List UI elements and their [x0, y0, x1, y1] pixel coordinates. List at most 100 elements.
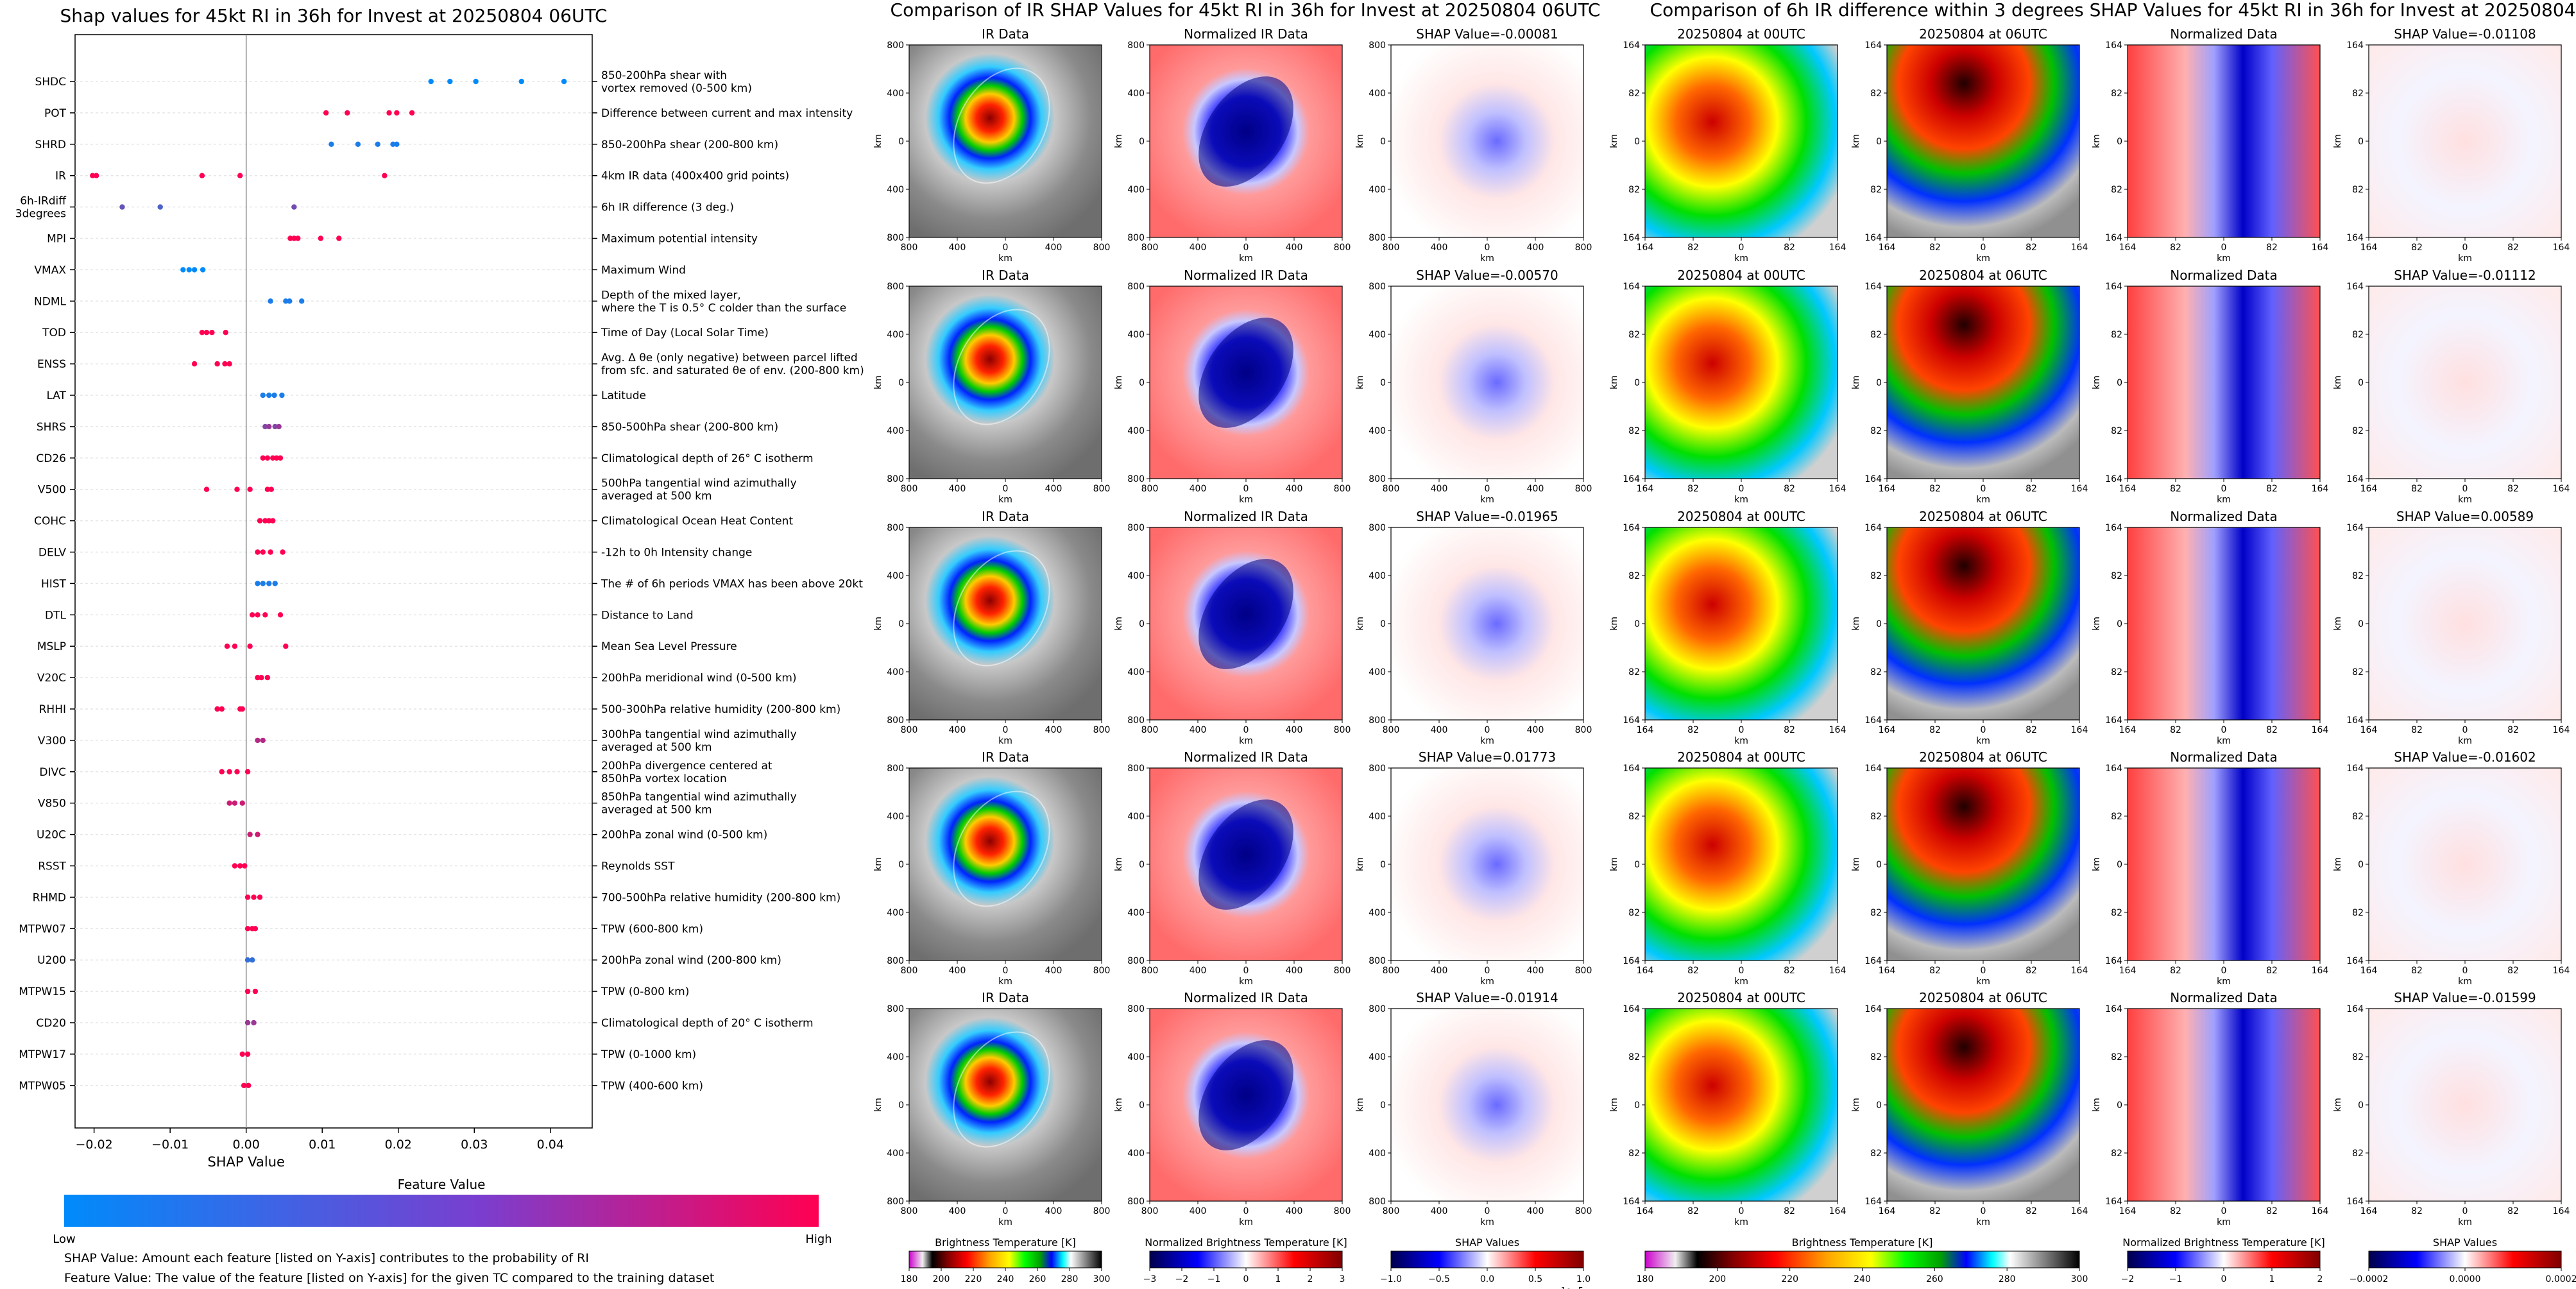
shap-point	[224, 644, 230, 649]
x-tick-label: 800	[1334, 243, 1351, 253]
colorbar-tick-label: 180	[901, 1274, 918, 1285]
feature-description: 700-500hPa relative humidity (200-800 km…	[601, 891, 840, 904]
x-axis-label: km	[2217, 736, 2231, 746]
x-tick-label: 164	[2360, 966, 2378, 976]
x-tick-label: 82	[1784, 484, 1795, 494]
x-tick-label: 0.00	[233, 1138, 260, 1152]
y-tick-label: 164	[2346, 1197, 2364, 1207]
ir-panel-title: Comparison of IR SHAP Values for 45kt RI…	[891, 0, 1601, 21]
colorbar-tick-label: 0	[2221, 1274, 2227, 1285]
x-tick-label: 82	[1929, 1206, 1941, 1216]
diff-normalized-image-title: Normalized Data	[2170, 990, 2278, 1005]
feature-description: Distance to Land	[601, 609, 694, 622]
shap-point	[255, 549, 260, 555]
colorbar-tick-label: −1.0	[1380, 1274, 1402, 1285]
feature-description: Avg. Δ θe (only negative) between parcel…	[601, 352, 858, 364]
diff-06utc-image	[1887, 45, 2079, 237]
feature-label: MPI	[47, 233, 66, 246]
y-tick-label: 82	[1628, 185, 1640, 195]
x-tick-label: 800	[1141, 966, 1159, 976]
x-tick-label: 82	[1687, 243, 1699, 253]
shap-point	[336, 235, 342, 241]
ir-shap-image	[1391, 527, 1583, 720]
y-tick-label: 400	[887, 330, 904, 340]
colorbar-tick-label: 0.0002	[2546, 1274, 2576, 1285]
x-tick-label: 0	[1739, 1206, 1744, 1216]
colorbar-tick-label: 280	[1061, 1274, 1079, 1285]
x-tick-label: 164	[2553, 484, 2570, 494]
y-tick-label: 164	[2346, 1004, 2364, 1014]
y-tick-label: 82	[1628, 571, 1640, 581]
feature-label: 3degrees	[15, 208, 66, 221]
x-tick-label: 0	[2462, 966, 2468, 976]
x-tick-label: 400	[1527, 484, 1544, 494]
x-tick-label: 82	[2411, 484, 2423, 494]
y-tick-label: 164	[2105, 523, 2122, 533]
x-tick-label: 82	[2507, 966, 2519, 976]
shap-point	[241, 1082, 247, 1089]
feature-description: averaged at 500 km	[601, 741, 712, 754]
diff-06utc-image-title: 20250804 at 06UTC	[1919, 268, 2047, 283]
y-tick-label: 0	[1139, 860, 1145, 870]
note-feature-value: Feature Value: The value of the feature …	[64, 1271, 714, 1285]
normalized-ir-image-core	[1198, 559, 1293, 669]
shap-point	[260, 581, 266, 586]
shap-point	[473, 78, 479, 85]
x-axis-label: km	[1239, 977, 1253, 987]
x-tick-label: 800	[1141, 1206, 1159, 1216]
normalized-ir-image-title: Normalized IR Data	[1184, 26, 1308, 42]
y-tick-label: 82	[1628, 1148, 1640, 1159]
y-axis-label: km	[1609, 375, 1619, 389]
shap-point	[262, 423, 268, 430]
diff-shap-image-title: SHAP Value=0.00589	[2396, 509, 2534, 524]
shap-point	[447, 78, 453, 85]
x-tick-label: 0	[1739, 966, 1744, 976]
shap-point	[262, 612, 268, 618]
x-tick-label: 164	[2312, 725, 2329, 735]
y-axis-label: km	[2333, 617, 2343, 631]
y-tick-label: 400	[887, 89, 904, 99]
feature-description: 200hPa meridional wind (0-500 km)	[601, 672, 797, 685]
y-axis-label: km	[1851, 134, 1861, 148]
x-tick-label: 164	[1879, 484, 1896, 494]
y-tick-label: 800	[1127, 233, 1145, 243]
x-axis-label: km	[1239, 253, 1253, 264]
y-tick-label: 800	[1127, 715, 1145, 726]
ir-shap-colorbar-exponent: 1e−5	[1561, 1286, 1583, 1289]
y-tick-label: 82	[2352, 185, 2364, 195]
feature-label: CD20	[36, 1017, 66, 1030]
x-tick-label: 800	[1575, 725, 1592, 735]
y-tick-label: 164	[1864, 474, 1882, 484]
diff-06utc-image-title: 20250804 at 06UTC	[1919, 749, 2047, 765]
y-tick-label: 82	[2352, 1052, 2364, 1063]
x-tick-label: 0	[1243, 1206, 1249, 1216]
feature-label: V500	[38, 484, 66, 497]
shap-point	[266, 423, 272, 430]
shap-point	[247, 832, 253, 837]
ir-shap-colorbar-label: SHAP Values	[1455, 1236, 1519, 1249]
ir-data-image-band	[953, 309, 1050, 425]
shap-point	[244, 894, 251, 900]
feature-label: V850	[38, 798, 66, 810]
feature-label: ENSS	[37, 358, 66, 371]
shap-point	[200, 267, 206, 273]
colorbar-tick-label: 260	[1926, 1274, 1943, 1285]
diff-panel-title: Comparison of 6h IR difference within 3 …	[1650, 0, 2576, 21]
y-tick-label: 400	[1369, 908, 1386, 918]
y-tick-label: 82	[2111, 667, 2122, 678]
diff-shap-image	[2369, 768, 2561, 960]
y-tick-label: 400	[887, 908, 904, 918]
x-axis-label: km	[1239, 1217, 1253, 1227]
x-tick-label: 82	[2170, 243, 2181, 253]
diff-normalized-image	[2128, 286, 2320, 479]
feature-label: MTPW15	[19, 986, 66, 998]
shap-point	[280, 549, 286, 555]
x-tick-label: 164	[2553, 966, 2570, 976]
y-tick-label: 0	[898, 378, 904, 388]
feature-label: SHRD	[35, 139, 66, 151]
feature-label: LAT	[46, 389, 66, 402]
y-axis-label: km	[2092, 134, 2102, 148]
diff-06utc-image-title: 20250804 at 06UTC	[1919, 26, 2047, 42]
x-tick-label: 82	[1687, 1206, 1699, 1216]
colorbar-tick-label: −0.5	[1428, 1274, 1450, 1285]
